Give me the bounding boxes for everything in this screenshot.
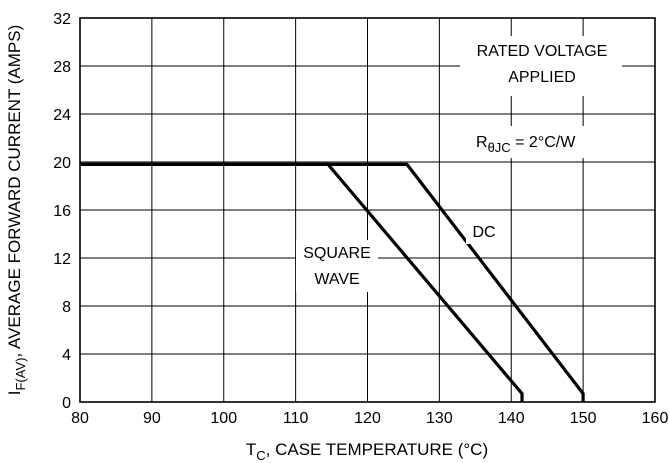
rthjc-label-rest: = 2°C/W: [511, 134, 577, 151]
y-tick-labels: 0 4 8 12 16 20 24 28 32: [53, 11, 71, 412]
rthjc-label: RθJC = 2°C/W: [476, 134, 576, 155]
square-wave-label-bg: [296, 240, 378, 292]
y-axis-label: IF(AV), AVERAGE FORWARD CURRENT (AMPS): [5, 25, 28, 396]
rated-voltage-label-bg: [460, 36, 622, 96]
x-tick-label: 150: [570, 410, 597, 427]
x-axis-label-main: T: [246, 440, 256, 459]
rated-voltage-label-line2: APPLIED: [508, 69, 576, 86]
x-axis-label-rest: , CASE TEMPERATURE (°C): [266, 440, 488, 459]
rthjc-label-bg: [470, 126, 604, 158]
y-axis-label-sub: F(AV): [13, 358, 28, 391]
dc-label-bg: [466, 218, 502, 244]
x-tick-label: 120: [354, 410, 381, 427]
x-tick-label: 140: [498, 410, 525, 427]
x-tick-label: 110: [283, 410, 309, 427]
y-tick-label: 28: [53, 59, 71, 76]
y-tick-label: 12: [53, 251, 71, 268]
x-tick-labels: 80 90 100 110 120 130 140 150 160: [71, 410, 668, 427]
y-axis-label-main: I: [5, 391, 24, 396]
rthjc-label-main: R: [476, 134, 488, 151]
series-line-square-wave: [80, 162, 524, 402]
x-tick-label: 80: [71, 410, 89, 427]
dc-label: DC: [472, 224, 495, 241]
rthjc-label-sub: θJC: [488, 140, 511, 155]
x-axis-label: TC, CASE TEMPERATURE (°C): [246, 440, 488, 463]
y-tick-label: 32: [53, 11, 71, 28]
y-tick-label: 8: [62, 299, 71, 316]
y-axis-label-rest: , AVERAGE FORWARD CURRENT (AMPS): [5, 25, 24, 358]
x-tick-label: 160: [642, 410, 669, 427]
plot-frame: [79, 17, 656, 403]
x-tick-label: 130: [426, 410, 453, 427]
y-tick-label: 4: [62, 347, 71, 364]
x-tick-label: 90: [143, 410, 161, 427]
y-tick-label: 0: [62, 395, 71, 412]
y-tick-label: 24: [53, 107, 71, 124]
x-tick-label: 100: [210, 410, 237, 427]
y-tick-label: 20: [53, 155, 71, 172]
series-lines: [80, 162, 585, 402]
rated-voltage-label-line1: RATED VOLTAGE: [477, 43, 608, 60]
y-tick-label: 16: [53, 203, 71, 220]
square-wave-label-line1: SQUARE: [303, 245, 371, 262]
x-axis-label-sub: C: [256, 448, 265, 463]
square-wave-label-line2: WAVE: [314, 271, 359, 288]
